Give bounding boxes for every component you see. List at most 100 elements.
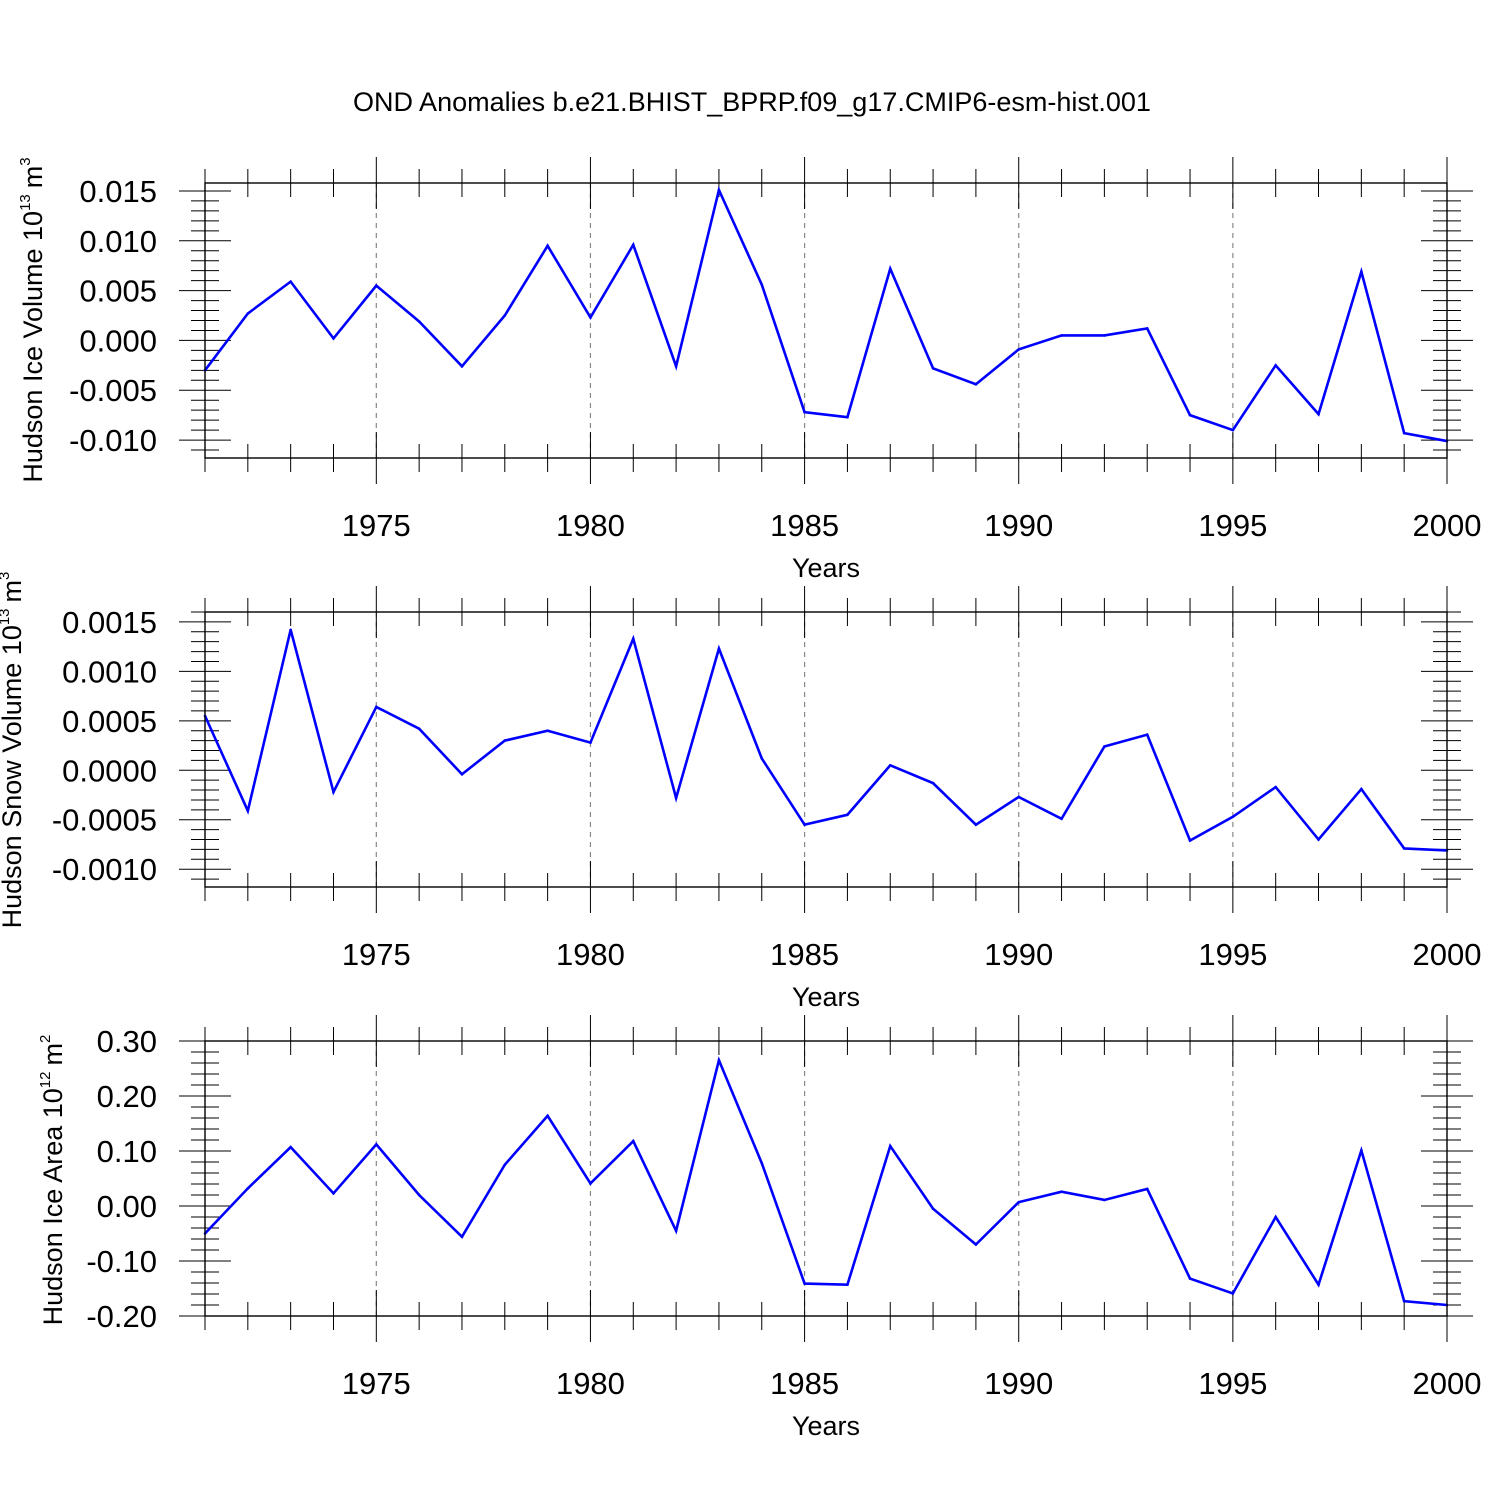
data-point [1317,1283,1320,1286]
data-point [1060,1190,1063,1193]
data-point [246,809,250,813]
y-axis-title: Hudson Snow Volume 1013 m3 [0,572,27,929]
data-point [460,772,464,776]
data-point [289,628,292,632]
data-point [1060,817,1063,821]
data-point [1317,412,1320,416]
data-point [1274,1215,1277,1219]
y-tick-label: 0.015 [79,174,157,209]
x-tick-label: 2000 [1413,508,1482,543]
y-tick-label: -0.20 [86,1299,157,1334]
y-axis-title-unit: m [0,580,27,603]
data-point [332,1192,335,1195]
x-tick-label: 1980 [556,508,625,543]
data-point [674,365,678,368]
y-axis-title-exponent: 12 [37,1071,54,1088]
data-point [888,267,892,270]
y-tick-label: 0.0005 [62,704,157,739]
data-point [246,1187,250,1190]
data-point [417,727,421,731]
data-point [846,1283,849,1286]
y-tick-label: 0.20 [97,1079,157,1114]
data-point [974,382,978,386]
y-axis-title-unit: m [38,1043,68,1066]
series-line-hudson-snow-volume [203,629,1448,852]
x-tick-label: 2000 [1413,1366,1482,1401]
data-point [1231,815,1235,819]
data-point [931,367,935,370]
data-point [1360,1149,1363,1152]
panel-ice-area: -0.20 -0.10 0.00 0.10 0.20 0.30 1975 1980 1985 19… [37,1015,1481,1441]
data-point [332,790,335,794]
data-point [888,1144,892,1148]
data-point [1145,1187,1149,1191]
data-point [717,647,721,650]
y-tick-label: 0.30 [97,1024,157,1059]
data-point [546,244,549,248]
data-point [1103,745,1106,748]
data-point [1145,733,1149,736]
data-point [289,280,292,283]
data-point [503,314,507,317]
x-tick-label: 1995 [1198,937,1267,972]
y-axis-title-exponent: 13 [17,194,34,211]
data-point [803,823,806,826]
series-line-hudson-ice-volume [203,185,1448,443]
y-tick-label: 0.005 [79,274,157,309]
y-tick-label: -0.0005 [52,803,157,838]
plot-frame [204,1040,1448,1317]
y-axis-title-text: Hudson Ice Area 10 [38,1088,68,1325]
data-point [1103,1198,1106,1202]
data-point [717,1058,721,1062]
data-point [631,637,635,641]
y-tick-label: 0.0015 [62,605,157,640]
data-point [589,316,592,319]
y-axis-title-unit-exponent: 3 [17,157,34,165]
data-point [1060,334,1063,337]
data-point [589,741,592,744]
data-point [674,1229,678,1233]
data-point [803,410,806,414]
x-tick-label: 1975 [342,937,411,972]
panel-snow-volume: -0.0010 -0.0005 0.0000 0.0005 0.0010 0.0015 19… [0,572,1481,1012]
x-axis-title: Years [792,982,860,1012]
data-point [803,1282,806,1285]
data-point [931,781,935,785]
y-tick-label: 0.10 [97,1134,157,1169]
y-tick-label: -0.010 [69,423,157,458]
data-point [460,1235,464,1239]
data-point [1360,270,1363,273]
panel-ice-volume: -0.010 -0.005 0.000 0.005 0.010 0.015 1975 1980… [17,157,1481,583]
data-point [546,729,549,733]
x-axis-title: Years [792,553,860,583]
y-tick-label: 0.0010 [62,654,157,689]
y-tick-label: -0.0010 [52,852,157,887]
data-point [931,1207,935,1211]
y-axis-title-exponent: 13 [0,608,13,625]
data-point [503,739,507,742]
y-axis-title-text: Hudson Ice Volume 10 [18,211,48,483]
y-axis-title-text: Hudson Snow Volume 10 [0,625,27,928]
chart-title: OND Anomalies b.e21.BHIST_BPRP.f09_g17.C… [353,87,1151,117]
data-point [1103,334,1106,337]
data-point [760,283,764,286]
x-tick-label: 1995 [1198,508,1267,543]
x-tick-label: 1995 [1198,1366,1267,1401]
plot-frame [204,611,1448,888]
y-tick-label: -0.10 [86,1244,157,1279]
data-point [332,337,335,340]
data-point [888,764,892,767]
data-point [375,705,378,709]
x-tick-label: 1990 [984,508,1053,543]
data-point [375,284,378,287]
data-point [631,243,635,247]
data-point [289,1145,292,1149]
x-tick-label: 1975 [342,1366,411,1401]
data-point [1188,839,1192,842]
x-tick-label: 1975 [342,508,411,543]
data-point [1402,431,1406,435]
y-axis-title: Hudson Ice Volume 1013 m3 [17,157,48,482]
y-tick-label: -0.005 [69,373,157,408]
data-point [417,1193,421,1197]
data-point [1017,795,1021,799]
